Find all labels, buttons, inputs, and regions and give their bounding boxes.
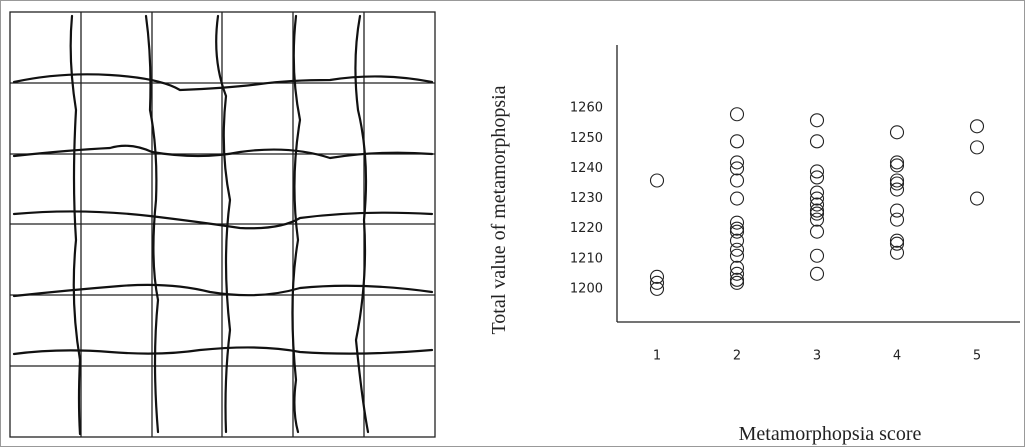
point xyxy=(889,176,905,191)
y-axis-label: Total value of metamorphopsia xyxy=(488,85,510,334)
point xyxy=(729,173,745,188)
point xyxy=(809,164,825,179)
y-tick-label: 1250 xyxy=(570,131,603,146)
point xyxy=(729,221,745,236)
point xyxy=(729,107,745,122)
x-tick-label: 4 xyxy=(893,349,901,364)
point xyxy=(809,206,825,221)
point xyxy=(729,224,745,239)
point xyxy=(969,119,985,134)
point xyxy=(729,248,745,263)
point xyxy=(729,242,745,257)
point xyxy=(809,134,825,149)
point xyxy=(889,125,905,140)
point xyxy=(729,266,745,281)
point xyxy=(889,155,905,170)
point xyxy=(809,266,825,281)
point xyxy=(809,113,825,128)
point xyxy=(729,155,745,170)
point xyxy=(809,197,825,212)
point xyxy=(809,203,825,218)
point xyxy=(889,245,905,260)
x-axis-label: Metamorphopsia score xyxy=(739,423,922,445)
point xyxy=(809,212,825,227)
x-tick-label: 1 xyxy=(653,349,661,364)
point xyxy=(729,272,745,287)
x-tick-label: 2 xyxy=(733,349,741,364)
y-tick-label: 1210 xyxy=(570,251,603,266)
y-tick-label: 1200 xyxy=(570,281,603,296)
y-tick-label: 1260 xyxy=(570,101,603,116)
point xyxy=(729,134,745,149)
point xyxy=(889,236,905,251)
point xyxy=(809,248,825,263)
point xyxy=(889,173,905,188)
point xyxy=(889,212,905,227)
point xyxy=(729,191,745,206)
point xyxy=(729,233,745,248)
point xyxy=(809,170,825,185)
y-tick-label: 1240 xyxy=(570,161,603,176)
point xyxy=(649,275,665,290)
point xyxy=(729,161,745,176)
point xyxy=(729,260,745,275)
point xyxy=(889,182,905,197)
point xyxy=(729,215,745,230)
y-tick-label: 1220 xyxy=(570,221,603,236)
point xyxy=(889,158,905,173)
y-tick-label: 1230 xyxy=(570,191,603,206)
point xyxy=(889,233,905,248)
point xyxy=(809,185,825,200)
point xyxy=(889,203,905,218)
x-tick-label: 5 xyxy=(973,349,981,364)
point xyxy=(809,224,825,239)
x-tick-label: 3 xyxy=(813,349,821,364)
point xyxy=(729,275,745,290)
point xyxy=(649,173,665,188)
point xyxy=(969,140,985,155)
point xyxy=(969,191,985,206)
point xyxy=(649,281,665,296)
point xyxy=(649,269,665,284)
point xyxy=(809,191,825,206)
distorted-lines xyxy=(12,14,434,436)
